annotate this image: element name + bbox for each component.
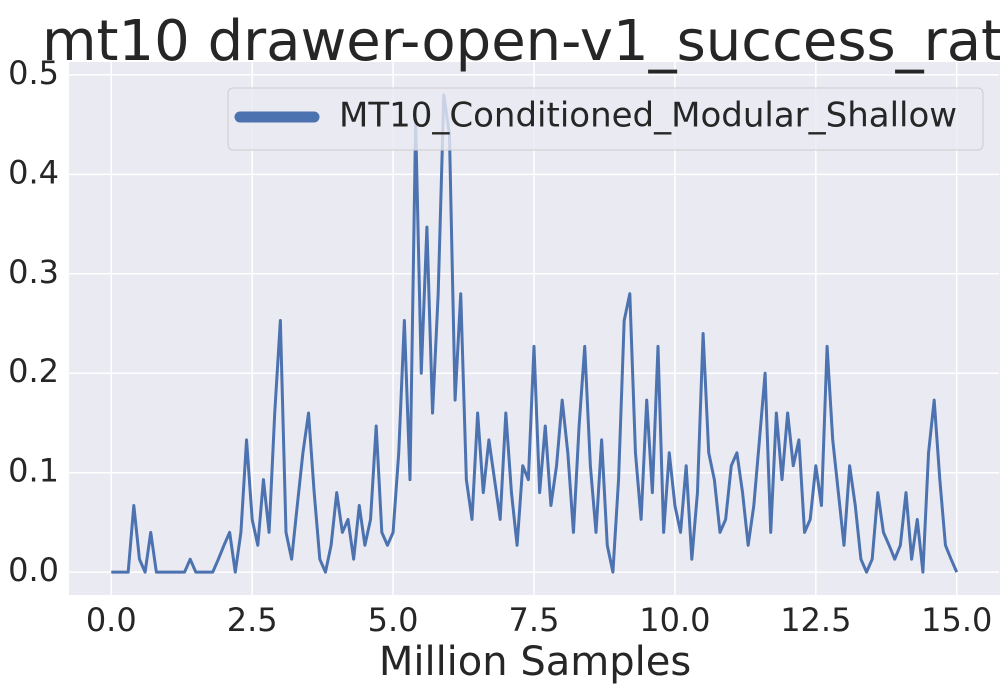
data-line <box>111 93 959 574</box>
legend-box <box>227 87 984 151</box>
y-tick-label: 0.3 <box>8 253 59 291</box>
legend: MT10_Conditioned_Modular_Shallow <box>227 87 984 151</box>
x-tick-label: 10.0 <box>639 601 710 639</box>
y-tick-label: 0.2 <box>8 352 59 390</box>
x-tick-label: 5.0 <box>368 601 419 639</box>
y-tick-label: 0.0 <box>8 551 59 589</box>
lines <box>111 93 959 574</box>
x-axis-label: Million Samples <box>379 639 691 685</box>
chart-title: mt10 drawer-open-v1_success_rate <box>42 9 1000 74</box>
legend-label: MT10_Conditioned_Modular_Shallow <box>339 96 957 136</box>
y-tick-label: 0.5 <box>8 54 59 92</box>
y-tick-label: 0.1 <box>8 452 59 490</box>
x-tick-label: 0.0 <box>86 601 137 639</box>
ticks: 0.0 0.1 0.2 0.3 0.4 0.5 0.0 2.5 5.0 7.5 10.0 12.5 15… <box>8 54 992 639</box>
y-tick-label: 0.4 <box>8 153 59 191</box>
x-tick-label: 2.5 <box>227 601 278 639</box>
x-tick-label: 12.5 <box>780 601 851 639</box>
x-tick-label: 15.0 <box>921 601 992 639</box>
x-tick-label: 7.5 <box>509 601 560 639</box>
